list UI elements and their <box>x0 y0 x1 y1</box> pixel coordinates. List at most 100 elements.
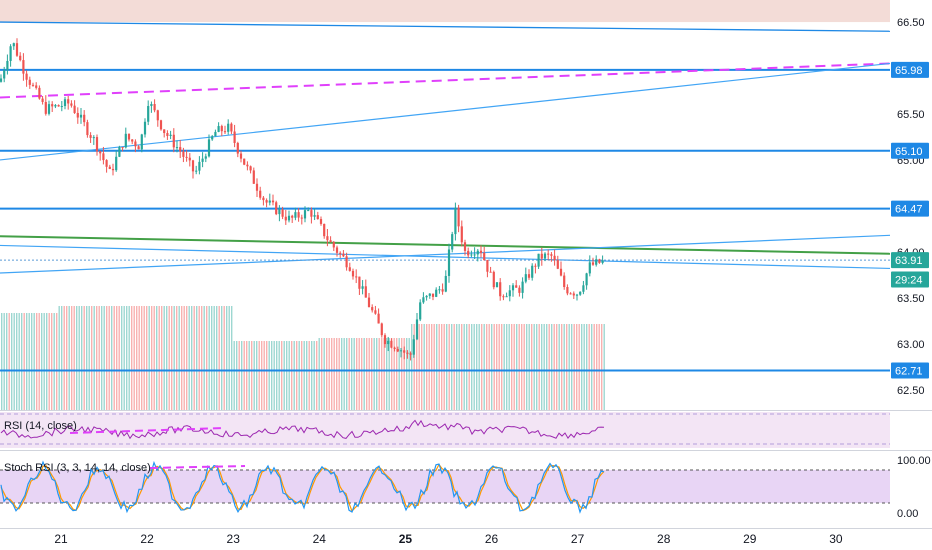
volume-bar <box>183 306 185 410</box>
candle-body <box>415 319 419 340</box>
candle-body <box>67 99 70 104</box>
candle-body <box>601 260 604 263</box>
candle-body <box>239 153 243 159</box>
candle-body <box>73 105 76 113</box>
price-tag <box>891 271 929 288</box>
volume-bar <box>33 313 35 410</box>
volume-bar <box>561 324 563 410</box>
candle-body <box>598 259 601 263</box>
price-tag-label: 63.91 <box>895 255 923 267</box>
volume-bar <box>211 306 213 410</box>
candle-body <box>175 147 179 149</box>
candle-body <box>19 55 22 61</box>
candle-body <box>127 133 131 140</box>
candle-body <box>201 158 204 162</box>
volume-bar <box>528 324 530 410</box>
volume-bar <box>56 313 58 410</box>
candle-body <box>159 120 163 130</box>
candle-body <box>483 252 486 261</box>
volume-bar <box>401 338 403 410</box>
price-tag <box>891 142 929 159</box>
volume-bar <box>498 324 500 410</box>
volume-bar <box>38 313 40 410</box>
candle-body <box>345 256 348 268</box>
volume-bar <box>303 341 305 410</box>
candle-body <box>22 60 25 74</box>
candle-body <box>89 135 92 138</box>
volume-bar <box>261 341 263 410</box>
candle-body <box>393 347 396 350</box>
volume-bar <box>181 306 183 410</box>
candle-body <box>431 293 435 297</box>
volume-bar <box>471 324 473 410</box>
volume-bar <box>216 306 218 410</box>
volume-bar <box>546 324 548 410</box>
candle-body <box>511 285 515 291</box>
volume-bar <box>311 341 313 410</box>
candle-body <box>278 209 281 215</box>
candle-body <box>204 156 207 159</box>
candle-body <box>6 60 9 71</box>
volume-bar <box>541 324 543 410</box>
candle-body <box>582 285 585 292</box>
candle-body <box>211 136 214 140</box>
volume-bar <box>71 306 73 410</box>
price-tag <box>891 61 929 78</box>
volume-bar <box>286 341 288 410</box>
stoch-tick-label: 0.00 <box>897 508 918 520</box>
candle-body <box>367 297 371 308</box>
candle-body <box>294 212 297 218</box>
candle-body <box>287 215 291 221</box>
candle-body <box>31 84 35 86</box>
volume-bar <box>553 324 555 410</box>
candle-body <box>191 160 195 172</box>
volume-bar <box>238 341 240 410</box>
candle-body <box>153 104 156 111</box>
candle-body <box>182 151 185 157</box>
volume-bar <box>511 324 513 410</box>
volume-bar <box>346 338 348 410</box>
volume-bar <box>461 324 463 410</box>
volume-bar <box>218 306 220 410</box>
lower-rising-trend-line <box>0 234 891 274</box>
candle-body <box>441 289 444 292</box>
volume-bar <box>398 338 400 410</box>
volume-bar <box>273 341 275 410</box>
candle-body <box>377 313 380 324</box>
candle-body <box>108 166 111 169</box>
candle-body <box>422 297 425 303</box>
volume-bar <box>413 324 415 410</box>
price-tag-label: 65.98 <box>895 65 923 77</box>
volume-bar <box>578 324 580 410</box>
volume-bar <box>563 324 565 410</box>
volume-bar <box>88 306 90 410</box>
candle-body <box>428 293 431 296</box>
candle-body <box>284 216 287 221</box>
candle-body <box>585 273 588 286</box>
price-tag <box>891 200 929 217</box>
candle-body <box>83 114 86 123</box>
volume-bar <box>131 306 133 410</box>
volume-bar <box>548 324 550 410</box>
volume-bar <box>603 324 605 410</box>
date-tick-label: 28 <box>657 532 671 546</box>
volume-bar <box>388 338 390 410</box>
candle-body <box>556 260 559 269</box>
resistance-zone <box>0 0 890 23</box>
price-tick-label: 66.50 <box>897 17 925 29</box>
candle-body <box>479 250 483 253</box>
volume-bar <box>323 338 325 410</box>
volume-bar <box>111 306 113 410</box>
volume-bar <box>198 306 200 410</box>
volume-bar <box>383 338 385 410</box>
price-tag-label: 65.10 <box>895 146 923 158</box>
volume-bar <box>348 338 350 410</box>
candle-body <box>44 101 47 114</box>
candle-body <box>54 105 57 107</box>
candle-body <box>473 254 476 256</box>
candle-body <box>140 134 143 150</box>
volume-bar <box>411 324 413 410</box>
candle-body <box>361 286 364 289</box>
volume-bar <box>231 306 233 410</box>
